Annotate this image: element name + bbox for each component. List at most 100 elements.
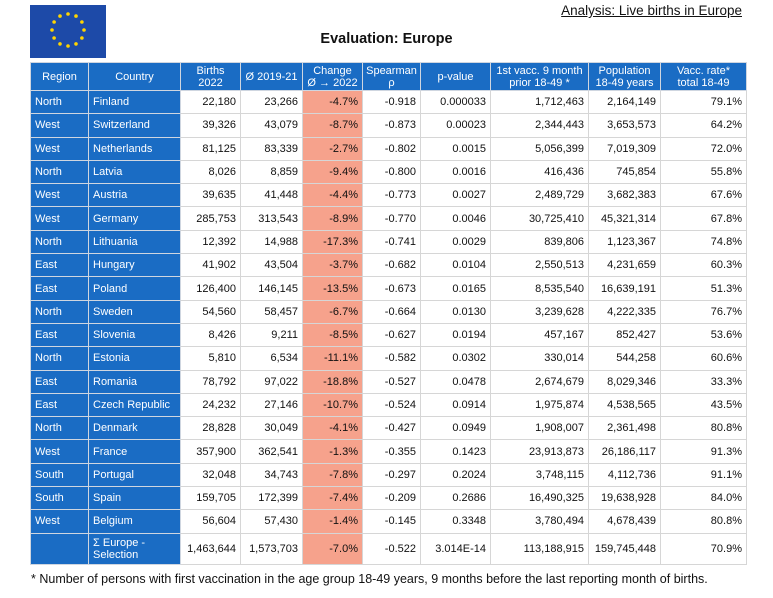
table-row: East Hungary 41,902 43,504 -3.7% -0.682 0.0104… (30, 253, 747, 278)
value-cell: 3,653,573 (588, 113, 661, 138)
value-cell: 146,145 (240, 276, 303, 301)
value-cell: 43,504 (240, 253, 303, 278)
value-cell: 1,908,007 (490, 416, 589, 441)
label-cell: Estonia (88, 346, 181, 371)
value-cell: 53.6% (660, 322, 747, 348)
value-cell: 457,167 (490, 322, 589, 348)
value-cell: 41,448 (240, 183, 303, 208)
label-cell: North (30, 159, 89, 185)
value-cell: 0.3348 (420, 509, 491, 534)
value-cell: 0.0015 (420, 136, 491, 161)
table-body: North Finland 22,180 23,266 -4.7% -0.918 0.000… (30, 89, 747, 565)
label-cell: North (30, 416, 89, 441)
value-cell: 0.0016 (420, 159, 491, 185)
value-cell: 1,712,463 (490, 89, 589, 115)
value-cell: -0.145 (362, 509, 421, 534)
value-cell: -0.627 (362, 322, 421, 348)
label-cell: East (30, 392, 89, 418)
value-cell: 544,258 (588, 346, 661, 371)
value-cell: -2.7% (302, 136, 363, 161)
label-cell: Germany (88, 206, 181, 231)
value-cell: 1,573,703 (240, 532, 303, 565)
value-cell: 126,400 (180, 276, 241, 301)
value-cell: 0.000033 (420, 89, 491, 115)
value-cell: -4.4% (302, 183, 363, 208)
value-cell: 3,780,494 (490, 509, 589, 534)
label-cell: East (30, 369, 89, 394)
value-cell: 8,426 (180, 322, 241, 348)
value-cell: 6,534 (240, 346, 303, 371)
value-cell: 4,538,565 (588, 392, 661, 418)
value-cell: 14,988 (240, 229, 303, 255)
column-header: Births 2022 (180, 62, 241, 91)
value-cell: 0.2686 (420, 486, 491, 511)
value-cell: -4.7% (302, 89, 363, 115)
label-cell: Sweden (88, 299, 181, 324)
table-row: North Denmark 28,828 30,049 -4.1% -0.427 0.094… (30, 416, 747, 441)
value-cell: 416,436 (490, 159, 589, 185)
label-cell: France (88, 439, 181, 464)
analysis-link: Analysis: Live births in Europe (561, 3, 742, 18)
value-cell: 172,399 (240, 486, 303, 511)
value-cell: 4,678,439 (588, 509, 661, 534)
table-row: East Poland 126,400 146,145 -13.5% -0.673 0.01… (30, 276, 747, 301)
label-cell: Latvia (88, 159, 181, 185)
value-cell: -9.4% (302, 159, 363, 185)
title: Evaluation: Europe (320, 31, 453, 47)
table-row: West Switzerland 39,326 43,079 -8.7% -0.873 0.… (30, 113, 747, 138)
value-cell: 0.0949 (420, 416, 491, 441)
value-cell: 70.9% (660, 532, 747, 565)
label-cell: North (30, 299, 89, 324)
value-cell: -1.4% (302, 509, 363, 534)
value-cell: 57,430 (240, 509, 303, 534)
value-cell: -6.7% (302, 299, 363, 324)
value-cell: 7,019,309 (588, 136, 661, 161)
value-cell: 23,913,873 (490, 439, 589, 464)
value-cell: 159,745,448 (588, 532, 661, 565)
label-cell: Finland (88, 89, 181, 115)
column-header: p-value (420, 62, 491, 91)
value-cell: 4,231,659 (588, 253, 661, 278)
label-cell: Hungary (88, 253, 181, 278)
value-cell: -0.800 (362, 159, 421, 185)
value-cell: 60.6% (660, 346, 747, 371)
label-cell: North (30, 89, 89, 115)
value-cell: 3,682,383 (588, 183, 661, 208)
value-cell: -7.4% (302, 486, 363, 511)
label-cell: South (30, 462, 89, 488)
column-header: Vacc. rate* total 18-49 (660, 62, 747, 91)
value-cell: -13.5% (302, 276, 363, 301)
value-cell: 0.0130 (420, 299, 491, 324)
table-row: North Latvia 8,026 8,859 -9.4% -0.800 0.0016 41… (30, 159, 747, 185)
value-cell: -10.7% (302, 392, 363, 418)
value-cell: 8,026 (180, 159, 241, 185)
value-cell: 0.0046 (420, 206, 491, 231)
value-cell: 39,635 (180, 183, 241, 208)
table-row: South Spain 159,705 172,399 -7.4% -0.209 0.268… (30, 486, 747, 511)
value-cell: 79.1% (660, 89, 747, 115)
table-row: West Germany 285,753 313,543 -8.9% -0.770 0.00… (30, 206, 747, 231)
value-cell: 41,902 (180, 253, 241, 278)
value-cell: 330,014 (490, 346, 589, 371)
value-cell: 32,048 (180, 462, 241, 488)
label-cell: Austria (88, 183, 181, 208)
label-cell: Netherlands (88, 136, 181, 161)
label-cell: Poland (88, 276, 181, 301)
value-cell: -0.918 (362, 89, 421, 115)
value-cell: 83,339 (240, 136, 303, 161)
value-cell: 3,239,628 (490, 299, 589, 324)
value-cell: 54,560 (180, 299, 241, 324)
value-cell: 9,211 (240, 322, 303, 348)
label-cell: West (30, 439, 89, 464)
label-cell: North (30, 229, 89, 255)
value-cell: 51.3% (660, 276, 747, 301)
value-cell: 2,344,443 (490, 113, 589, 138)
value-cell: 97,022 (240, 369, 303, 394)
value-cell: 1,123,367 (588, 229, 661, 255)
label-cell: Spain (88, 486, 181, 511)
value-cell: 0.0165 (420, 276, 491, 301)
table-row: North Finland 22,180 23,266 -4.7% -0.918 0.000… (30, 89, 747, 115)
column-header: Change Ø → 2022 (302, 62, 363, 91)
value-cell: -0.770 (362, 206, 421, 231)
label-cell: Switzerland (88, 113, 181, 138)
